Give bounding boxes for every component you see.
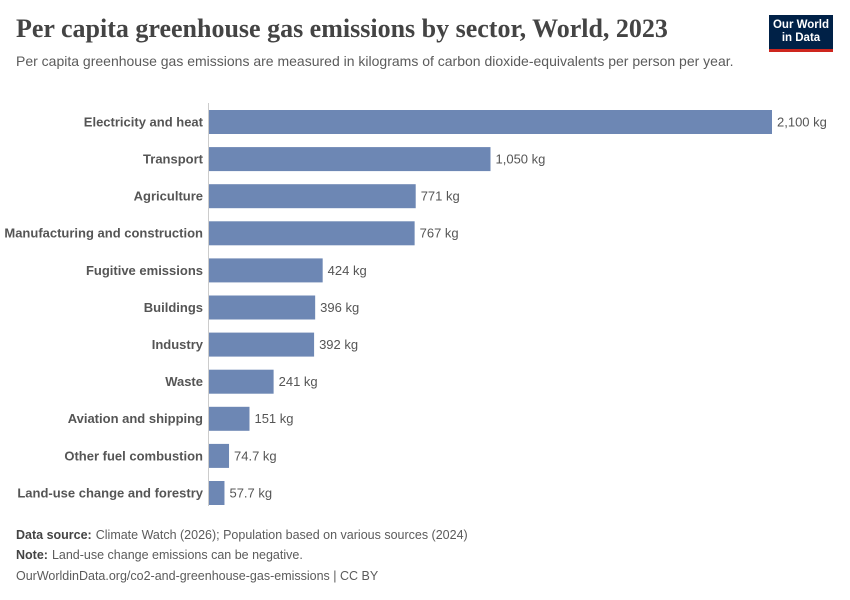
bar [209,110,772,134]
note: Note: Land-use change emissions can be ne… [16,548,303,562]
source-text: Climate Watch (2026); Population based o… [95,528,468,542]
value-label: 1,050 kg [496,152,546,167]
category-label: Manufacturing and construction [4,226,203,241]
value-label: 2,100 kg [777,114,827,129]
value-label: 424 kg [328,263,367,278]
chart-subtitle: Per capita greenhouse gas emissions are … [16,53,734,69]
bar [209,369,274,394]
value-label: 74.7 kg [234,448,277,463]
bar [209,332,315,357]
category-label: Agriculture [134,189,203,204]
source: Data source: Climate Watch (2026); Popula… [16,528,468,542]
note-text: Land-use change emissions can be negativ… [51,548,303,562]
category-label: Transport [143,152,204,167]
logo-line: Our World [772,19,829,31]
value-label: 392 kg [319,337,358,352]
value-label: 396 kg [320,300,359,315]
chart-title: Per capita greenhouse gas emissions by s… [16,14,668,43]
bar [209,295,316,320]
note-label: Note: [16,548,48,562]
category-label: Waste [165,374,203,389]
chart: Electricity and heat 2,100 kg Transport 1,0… [4,103,827,506]
category-label: Fugitive emissions [86,263,203,278]
category-label: Aviation and shipping [68,411,203,426]
bar [209,481,225,505]
category-label: Buildings [144,300,203,315]
value-label: 151 kg [254,411,293,426]
bar [209,221,415,246]
bar [209,258,323,283]
bar [209,406,250,431]
source-label: Data source: [16,528,92,542]
category-label: Other fuel combustion [64,448,203,463]
value-label: 771 kg [421,189,460,204]
bar [209,184,416,209]
category-label: Electricity and heat [84,114,204,129]
bar [209,147,491,172]
category-label: Industry [152,337,204,352]
category-label: Land-use change and forestry [17,485,203,500]
value-label: 241 kg [279,374,318,389]
url[interactable]: OurWorldinData.org/co2-and-greenhouse-ga… [16,569,379,583]
logo-line: in Data [781,32,821,44]
value-label: 767 kg [420,226,459,241]
bar [209,443,230,468]
logo[interactable]: Our World in Data [769,15,833,52]
value-label: 57.7 kg [229,485,272,500]
